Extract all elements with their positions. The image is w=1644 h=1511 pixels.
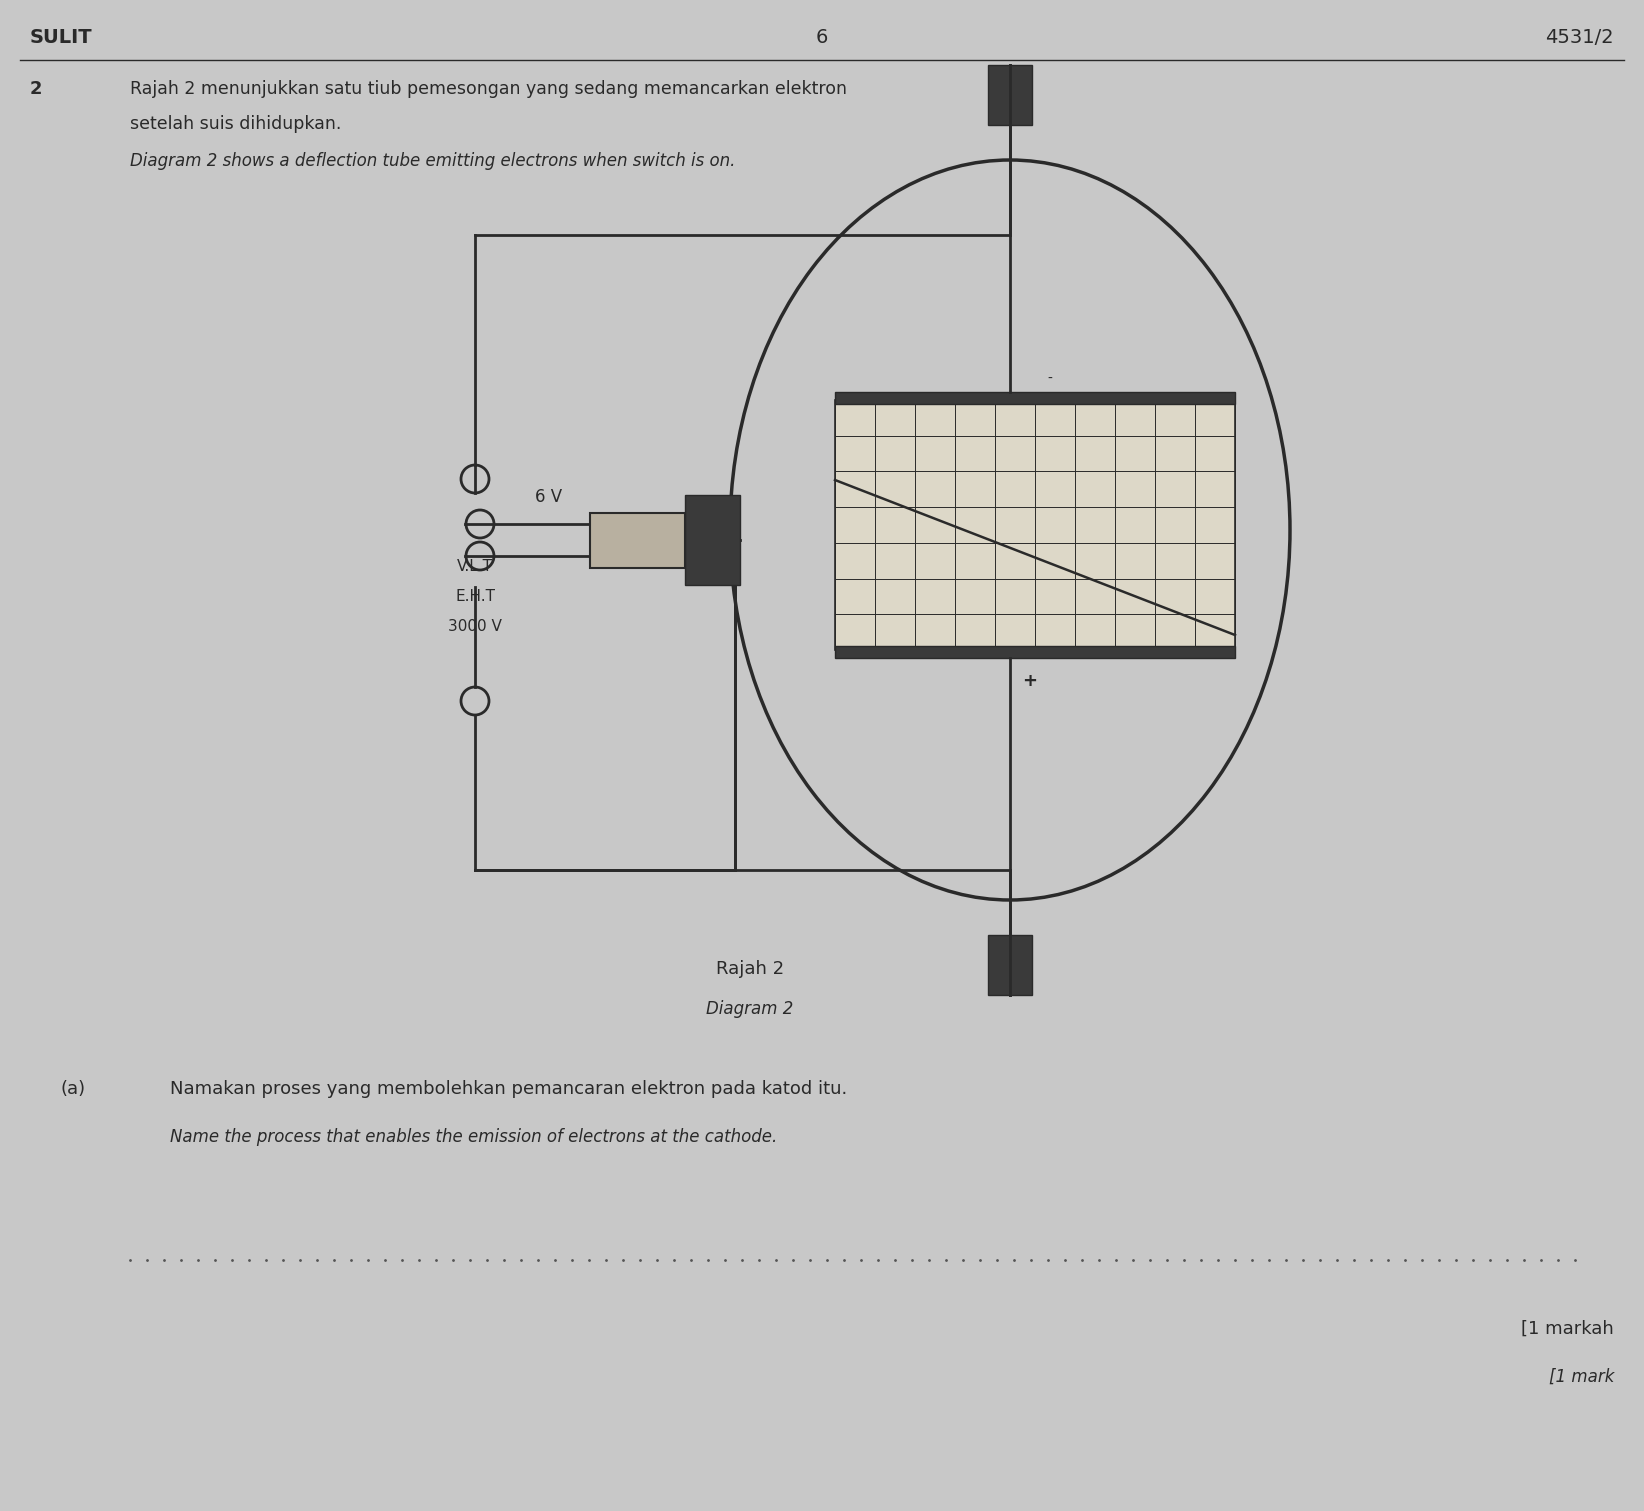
Text: V.L.T: V.L.T bbox=[457, 559, 493, 574]
Text: 3000 V: 3000 V bbox=[449, 620, 501, 635]
Text: Namakan proses yang membolehkan pemancaran elektron pada katod itu.: Namakan proses yang membolehkan pemancar… bbox=[169, 1080, 847, 1098]
Text: 2: 2 bbox=[30, 80, 43, 98]
Text: 6 V: 6 V bbox=[534, 488, 562, 506]
Text: [1 markah: [1 markah bbox=[1521, 1321, 1614, 1339]
Text: (a): (a) bbox=[59, 1080, 85, 1098]
Bar bbox=[988, 65, 1032, 125]
Text: 4531/2: 4531/2 bbox=[1545, 29, 1614, 47]
Text: [1 mark: [1 mark bbox=[1549, 1367, 1614, 1386]
Text: SULIT: SULIT bbox=[30, 29, 92, 47]
Text: Diagram 2: Diagram 2 bbox=[707, 1000, 794, 1018]
Text: Rajah 2: Rajah 2 bbox=[715, 959, 784, 978]
Text: Name the process that enables the emission of electrons at the cathode.: Name the process that enables the emissi… bbox=[169, 1129, 778, 1145]
Bar bbox=[988, 935, 1032, 996]
Bar bbox=[835, 391, 1235, 403]
Text: E.H.T: E.H.T bbox=[455, 589, 495, 604]
Text: -: - bbox=[1047, 372, 1052, 385]
Text: Rajah 2 menunjukkan satu tiub pemesongan yang sedang memancarkan elektron: Rajah 2 menunjukkan satu tiub pemesongan… bbox=[130, 80, 847, 98]
Text: 6: 6 bbox=[815, 29, 829, 47]
Bar bbox=[590, 514, 686, 568]
Bar bbox=[686, 496, 740, 585]
Bar bbox=[835, 400, 1235, 650]
Text: Diagram 2 shows a deflection tube emitting electrons when switch is on.: Diagram 2 shows a deflection tube emitti… bbox=[130, 153, 735, 171]
Text: setelah suis dihidupkan.: setelah suis dihidupkan. bbox=[130, 115, 342, 133]
Bar bbox=[835, 647, 1235, 657]
Text: +: + bbox=[1023, 672, 1037, 691]
